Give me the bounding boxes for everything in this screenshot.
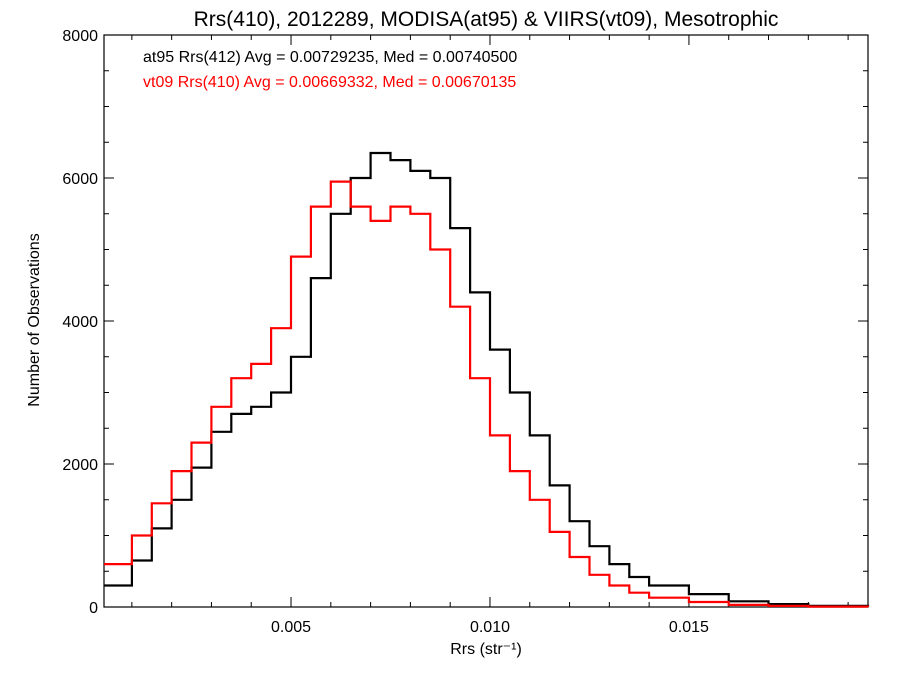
y-axis-label: Number of Observations xyxy=(26,233,43,406)
plot-frame xyxy=(103,34,869,608)
legend-entry-2: vt09 Rrs(410) Avg = 0.00669332, Med = 0.… xyxy=(143,74,516,91)
series-line-1 xyxy=(104,151,870,607)
series-line-2 xyxy=(104,180,870,608)
x-axis-label: Rrs (str⁻¹) xyxy=(450,641,522,658)
y-tick-label: 2000 xyxy=(62,457,98,474)
y-tick-label: 4000 xyxy=(62,314,98,331)
x-tick-label: 0.005 xyxy=(271,619,311,636)
chart-title: Rrs(410), 2012289, MODISA(at95) & VIIRS(… xyxy=(194,8,779,31)
y-tick-label: 6000 xyxy=(62,171,98,188)
y-tick-label: 0 xyxy=(89,600,98,617)
y-tick-label: 8000 xyxy=(62,28,98,45)
x-tick-label: 0.015 xyxy=(669,619,709,636)
legend-entry-1: at95 Rrs(412) Avg = 0.00729235, Med = 0.… xyxy=(143,49,517,66)
x-tick-label: 0.010 xyxy=(470,619,510,636)
